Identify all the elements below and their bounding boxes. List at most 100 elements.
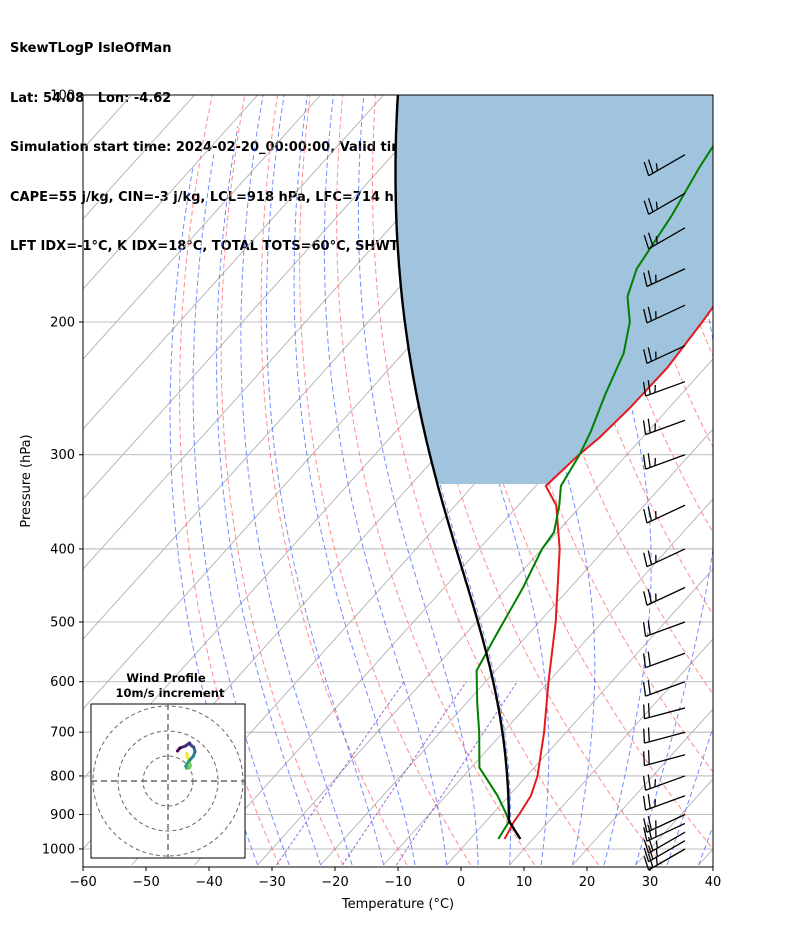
axes: −60 −50 −40 −30 −20 −10 0 10 20 30 40 1000 900 800 700… bbox=[42, 89, 721, 891]
dry-adiabat bbox=[701, 95, 713, 144]
barb-feather bbox=[647, 232, 654, 247]
x-tick-label: −60 bbox=[69, 875, 96, 890]
y-tick-label: 200 bbox=[50, 315, 75, 330]
isotherm-line bbox=[83, 95, 510, 570]
wind-barb bbox=[643, 703, 686, 720]
barb-feather bbox=[647, 680, 651, 695]
wind-barb bbox=[643, 548, 686, 568]
isotherm-line bbox=[257, 358, 713, 866]
barb-feather bbox=[655, 236, 658, 244]
barb-feather bbox=[647, 620, 651, 635]
x-tick-label: −40 bbox=[195, 875, 222, 890]
moist-adiabat bbox=[635, 95, 713, 866]
x-tick-label: −30 bbox=[258, 875, 285, 890]
wind-barb bbox=[642, 620, 686, 637]
dry-adiabat bbox=[299, 95, 472, 866]
y-tick-label: 500 bbox=[50, 616, 75, 631]
wind-barb bbox=[642, 453, 686, 470]
barb-feather bbox=[647, 453, 651, 468]
barb-feather bbox=[647, 816, 653, 831]
dry-adiabat bbox=[440, 95, 713, 850]
barb-feather bbox=[643, 552, 648, 567]
mixing-ratio-line bbox=[276, 681, 405, 866]
barb-feather bbox=[642, 622, 647, 637]
barb-shaft bbox=[645, 454, 686, 470]
x-axis-label: Temperature (°C) bbox=[341, 897, 454, 912]
wind-barb bbox=[643, 813, 686, 833]
barb-shaft bbox=[646, 504, 686, 524]
barb-feather bbox=[642, 776, 647, 791]
barb-feather bbox=[655, 857, 658, 866]
barb-shaft bbox=[646, 345, 686, 364]
wind-barb bbox=[642, 380, 686, 397]
isotherm-line bbox=[383, 498, 713, 866]
y-tick-label: 400 bbox=[50, 542, 75, 557]
moist-adiabat bbox=[323, 95, 448, 866]
barb-feather bbox=[647, 306, 653, 321]
hodograph-subtitle: 10m/s increment bbox=[116, 686, 225, 700]
moist-adiabat bbox=[192, 154, 290, 866]
barb-shaft bbox=[645, 681, 686, 697]
hodograph-title: Wind Profile bbox=[126, 671, 206, 685]
x-tick-label: 0 bbox=[457, 875, 465, 890]
wind-barb bbox=[643, 504, 686, 524]
barb-feather bbox=[642, 454, 647, 470]
wind-barb bbox=[643, 154, 686, 177]
barb-feather bbox=[647, 825, 653, 840]
isotherm-line bbox=[509, 638, 713, 866]
y-tick-label: 100 bbox=[50, 89, 75, 104]
wind-barb bbox=[643, 750, 686, 767]
y-tick-label: 800 bbox=[50, 769, 75, 784]
barb-feather bbox=[647, 550, 653, 565]
barb-feather bbox=[647, 159, 654, 174]
moist-adiabat bbox=[666, 726, 713, 866]
barb-feather bbox=[643, 818, 648, 833]
isotherm-line bbox=[83, 95, 447, 500]
wind-barb bbox=[642, 794, 686, 811]
moist-adiabat bbox=[169, 168, 259, 866]
barb-shaft bbox=[646, 586, 686, 606]
barb-feather bbox=[643, 856, 650, 871]
barb-feather bbox=[647, 836, 654, 851]
dry-adiabat bbox=[570, 95, 713, 534]
barb-shaft bbox=[645, 795, 686, 811]
barb-feather bbox=[647, 418, 651, 433]
barb-shaft bbox=[646, 304, 686, 324]
barb-feather bbox=[655, 849, 658, 857]
barb-feather bbox=[643, 591, 648, 606]
barb-feather bbox=[655, 201, 658, 210]
dry-adiabat bbox=[371, 95, 599, 866]
barb-feather bbox=[643, 704, 646, 719]
barb-feather bbox=[647, 270, 653, 285]
y-tick-label: 300 bbox=[50, 448, 75, 463]
location-line: Lat: 54.08 Lon: -4.62 bbox=[10, 90, 172, 106]
x-tick-label: 30 bbox=[642, 875, 659, 890]
wind-barb bbox=[643, 831, 686, 854]
barb-feather bbox=[647, 774, 651, 789]
barb-feather bbox=[642, 381, 647, 397]
barb-feather bbox=[647, 794, 651, 809]
wind-barb bbox=[643, 268, 686, 288]
isotherm-line bbox=[83, 95, 321, 360]
barb-feather bbox=[647, 380, 651, 395]
cape-area bbox=[395, 95, 713, 484]
wind-barb bbox=[643, 727, 686, 744]
barb-shaft bbox=[648, 192, 686, 215]
barb-feather bbox=[647, 727, 650, 742]
isotherm-line bbox=[572, 708, 713, 866]
wind-barb bbox=[643, 345, 686, 364]
dry-adiabat bbox=[734, 95, 794, 865]
wind-barbs bbox=[642, 154, 686, 871]
barb-shaft bbox=[645, 775, 686, 791]
barb-shaft bbox=[645, 621, 686, 637]
barb-shaft bbox=[645, 381, 686, 397]
isotherm-line bbox=[83, 95, 258, 290]
barb-shaft bbox=[645, 652, 686, 669]
hodograph-plot bbox=[91, 704, 245, 858]
barb-feather bbox=[655, 840, 658, 849]
cape-shading bbox=[395, 95, 713, 484]
mixing-ratio-line bbox=[341, 681, 467, 866]
moist-adiabat bbox=[216, 126, 322, 866]
barb-feather bbox=[647, 651, 651, 666]
